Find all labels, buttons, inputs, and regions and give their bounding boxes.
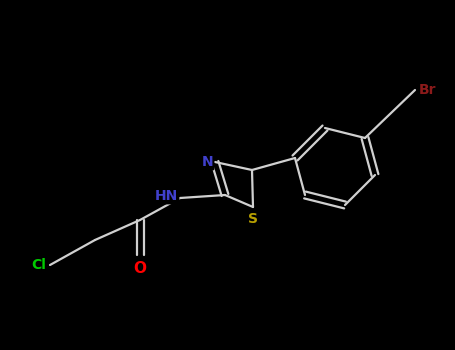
Text: Br: Br xyxy=(419,83,436,97)
Text: N: N xyxy=(202,155,213,169)
Text: Cl: Cl xyxy=(31,258,46,272)
Text: O: O xyxy=(133,261,147,276)
Text: HN: HN xyxy=(155,189,178,203)
Text: S: S xyxy=(248,212,258,226)
